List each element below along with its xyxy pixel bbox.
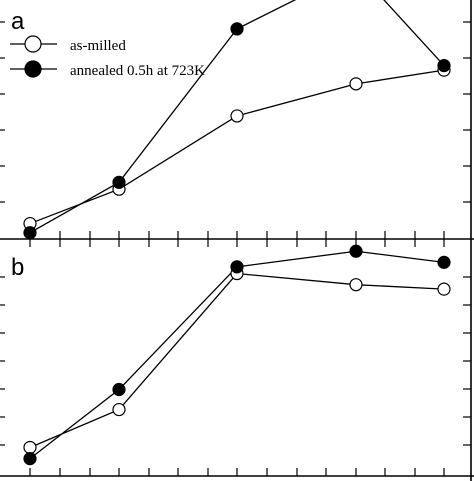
open-marker-1-1 (112, 402, 126, 417)
filled-marker-1-1 (112, 382, 126, 397)
series-line-0-0 (29, 69, 445, 225)
legend-marker-as-milled (24, 35, 42, 53)
legend-label-as-milled: as-milled (70, 38, 126, 54)
filled-marker-0-4 (437, 58, 451, 73)
open-marker-1-4 (437, 282, 451, 296)
filled-marker-1-0 (23, 452, 37, 466)
legend-label-annealed: annealed 0.5h at 723K (70, 63, 205, 79)
panel-a: a as-milled annealed 0.5h at 723K (0, 0, 474, 247)
filled-marker-0-2 (230, 22, 244, 36)
filled-marker-0-1 (112, 175, 126, 189)
filled-marker-1-4 (437, 255, 451, 269)
series-line-1-0 (29, 272, 445, 449)
open-marker-1-3 (349, 278, 363, 292)
legend: as-milled annealed 0.5h at 723K (10, 35, 205, 79)
series-line-1-1 (29, 250, 445, 460)
panel-b-label: b (11, 254, 24, 281)
filled-marker-0-0 (23, 226, 37, 240)
open-marker-0-3 (349, 77, 363, 91)
panel-a-label: a (11, 8, 25, 35)
filled-marker-1-3 (349, 244, 363, 258)
panel-b: b (0, 239, 474, 481)
open-marker-1-0 (23, 440, 37, 455)
legend-marker-annealed (24, 60, 42, 78)
open-marker-0-2 (230, 109, 244, 123)
filled-marker-1-2 (230, 260, 244, 274)
